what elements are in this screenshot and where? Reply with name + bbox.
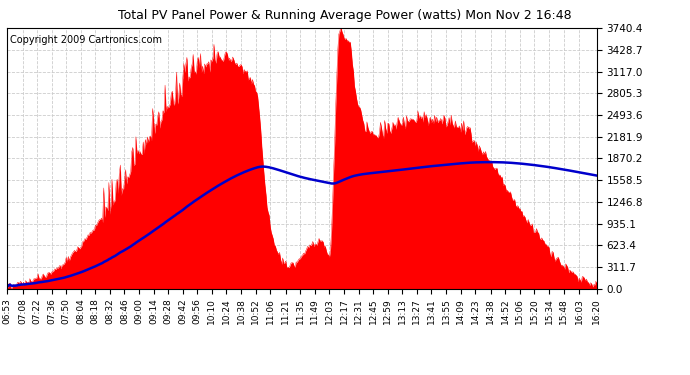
Text: Total PV Panel Power & Running Average Power (watts) Mon Nov 2 16:48: Total PV Panel Power & Running Average P…: [118, 9, 572, 22]
Text: Copyright 2009 Cartronics.com: Copyright 2009 Cartronics.com: [10, 34, 162, 45]
